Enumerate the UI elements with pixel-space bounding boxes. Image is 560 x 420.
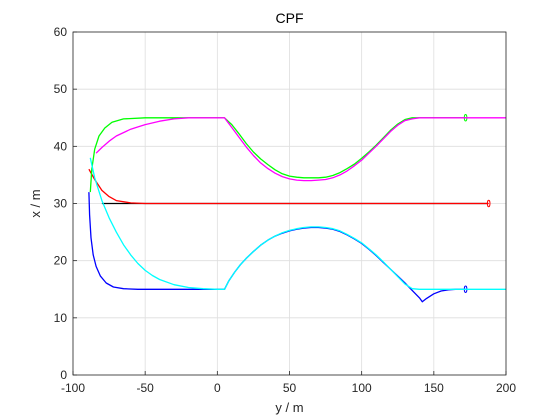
y-tick-label: 30	[54, 197, 68, 211]
y-tick-label: 60	[54, 25, 68, 39]
y-tick-label: 50	[54, 82, 68, 96]
x-tick-label: -100	[61, 381, 85, 395]
x-tick-label: 200	[496, 381, 516, 395]
ticks	[72, 31, 507, 376]
y-tick-label: 20	[54, 254, 68, 268]
x-tick-label: 0	[214, 381, 221, 395]
series-line-4	[95, 117, 506, 182]
y-tick-label: 0	[60, 368, 67, 382]
tick-labels: -100 -50 0 50 100 150 200 0 10 20 30 40 50 60	[54, 25, 517, 395]
x-tick-label: -50	[136, 381, 154, 395]
x-tick-label: 50	[283, 381, 297, 395]
series-group	[88, 114, 506, 303]
y-tick-label: 40	[54, 139, 68, 153]
series-line-6	[89, 157, 506, 290]
chart-title: CPF	[276, 10, 304, 26]
y-tick-label: 10	[54, 311, 68, 325]
x-tick-label: 100	[352, 381, 372, 395]
x-tick-label: 150	[424, 381, 444, 395]
series-end-marker-2	[486, 199, 491, 208]
x-axis-label: y / m	[275, 400, 303, 415]
series-line-2	[88, 168, 489, 205]
series-line-3	[89, 117, 466, 193]
y-axis-label: x / m	[28, 189, 43, 217]
